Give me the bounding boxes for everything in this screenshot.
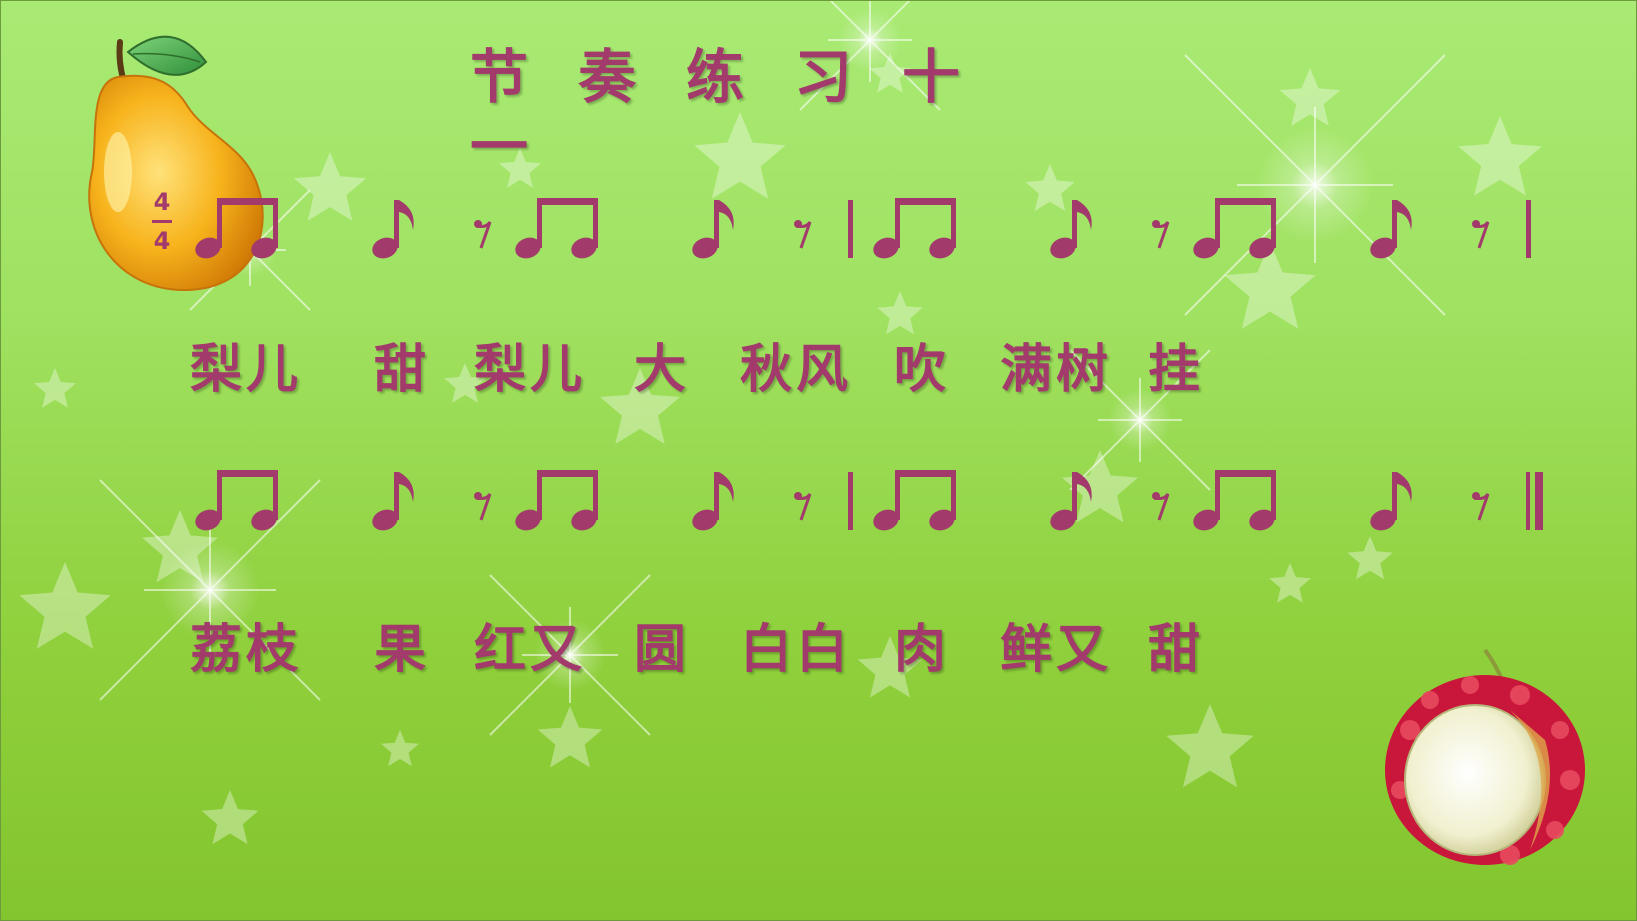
star-decoration (869, 53, 911, 93)
pair-eighths-symbol (1193, 470, 1276, 531)
star-decoration (857, 636, 923, 698)
title-char: 练 (686, 43, 745, 111)
eighth-symbol (1050, 472, 1092, 531)
eighth-symbol (1370, 472, 1412, 531)
pair-eighths-symbol (195, 198, 278, 259)
lyric-char: 又 (1056, 620, 1109, 680)
star-decoration (1062, 450, 1138, 523)
barline-symbol (848, 472, 853, 530)
lyric-char: 荔 (190, 620, 243, 680)
barline-symbol (848, 200, 853, 258)
star-decoration (499, 148, 541, 188)
star-decoration (537, 706, 603, 768)
star-decoration (34, 368, 76, 408)
lyric-char: 大 (634, 340, 687, 400)
lyric-char: 秋 (740, 340, 793, 400)
pair-eighths-symbol (873, 198, 956, 259)
eighth-rest-symbol (1472, 492, 1490, 521)
lyric-char: 满 (1000, 340, 1053, 400)
lychee-illustration (1385, 648, 1585, 865)
lyric-char: 枝 (246, 620, 299, 680)
title-char: 十 (902, 43, 961, 111)
star-decoration (1347, 536, 1393, 580)
star-decoration (694, 112, 786, 199)
eighth-symbol (692, 472, 734, 531)
sparkle-decoration (489, 574, 651, 736)
lyric-char: 果 (374, 620, 427, 680)
star-decoration (877, 291, 923, 335)
lyric-char: 风 (796, 340, 849, 400)
lyrics-line-1: 梨儿甜梨儿大秋风吹满树挂 (190, 335, 1390, 405)
star-decoration (1458, 116, 1542, 196)
page-title: 节奏练习十一 (470, 42, 1110, 181)
lyric-char: 挂 (1148, 340, 1201, 400)
eighth-rest-symbol (1472, 220, 1490, 249)
lyric-char: 梨 (190, 340, 243, 400)
time-signature-top: 4 (153, 188, 171, 216)
star-decoration (1025, 164, 1075, 211)
time-signature: 4 4 (150, 190, 174, 270)
lyric-char: 又 (530, 620, 583, 680)
title-char: 奏 (578, 43, 637, 111)
lyric-char: 白 (796, 620, 849, 680)
final-barline-symbol (1526, 472, 1543, 530)
star-decoration (1224, 242, 1316, 329)
lyric-char: 甜 (374, 340, 427, 400)
star-decoration (201, 790, 259, 845)
lyric-char: 白 (740, 620, 793, 680)
eighth-symbol (372, 200, 414, 259)
eighth-symbol (372, 472, 414, 531)
lyric-char: 肉 (894, 620, 947, 680)
pair-eighths-symbol (515, 198, 598, 259)
title-char: 一 (470, 113, 529, 181)
barline-symbol (1526, 200, 1531, 258)
star-decoration (600, 368, 680, 444)
eighth-rest-symbol (474, 220, 492, 249)
eighth-symbol (1370, 200, 1412, 259)
star-decoration (381, 730, 419, 767)
sparkle-decoration (799, 0, 941, 111)
star-decoration (19, 562, 111, 649)
eighth-rest-symbol (474, 492, 492, 521)
sparkle-decoration (99, 479, 321, 701)
lyric-char: 树 (1056, 340, 1109, 400)
eighth-rest-symbol (794, 220, 812, 249)
sparkle-decoration (1184, 54, 1446, 316)
star-decoration (1166, 704, 1254, 788)
lyric-char: 鲜 (1000, 620, 1053, 680)
star-decoration (293, 152, 367, 221)
pair-eighths-symbol (515, 470, 598, 531)
lyric-char: 儿 (530, 340, 583, 400)
title-char: 习 (794, 43, 853, 111)
eighth-symbol (692, 200, 734, 259)
time-signature-bottom: 4 (153, 227, 171, 255)
pair-eighths-symbol (195, 470, 278, 531)
lyric-char: 甜 (1148, 620, 1201, 680)
eighth-symbol (1050, 200, 1092, 259)
lyric-char: 儿 (246, 340, 299, 400)
eighth-rest-symbol (1152, 492, 1170, 521)
eighth-rest-symbol (1152, 220, 1170, 249)
time-signature-line (152, 220, 172, 223)
pair-eighths-symbol (873, 470, 956, 531)
sparkle-decoration (1069, 349, 1211, 491)
star-decoration (1269, 563, 1311, 603)
star-decoration (444, 363, 486, 403)
star-decoration (1279, 68, 1341, 126)
eighth-rest-symbol (794, 492, 812, 521)
pair-eighths-symbol (1193, 198, 1276, 259)
lyric-char: 圆 (634, 620, 687, 680)
lyric-char: 梨 (474, 340, 527, 400)
title-char: 节 (470, 43, 529, 111)
lyrics-line-2: 荔枝果红又圆白白肉鲜又甜 (190, 615, 1390, 685)
lyric-char: 红 (474, 620, 527, 680)
lyric-char: 吹 (894, 340, 947, 400)
